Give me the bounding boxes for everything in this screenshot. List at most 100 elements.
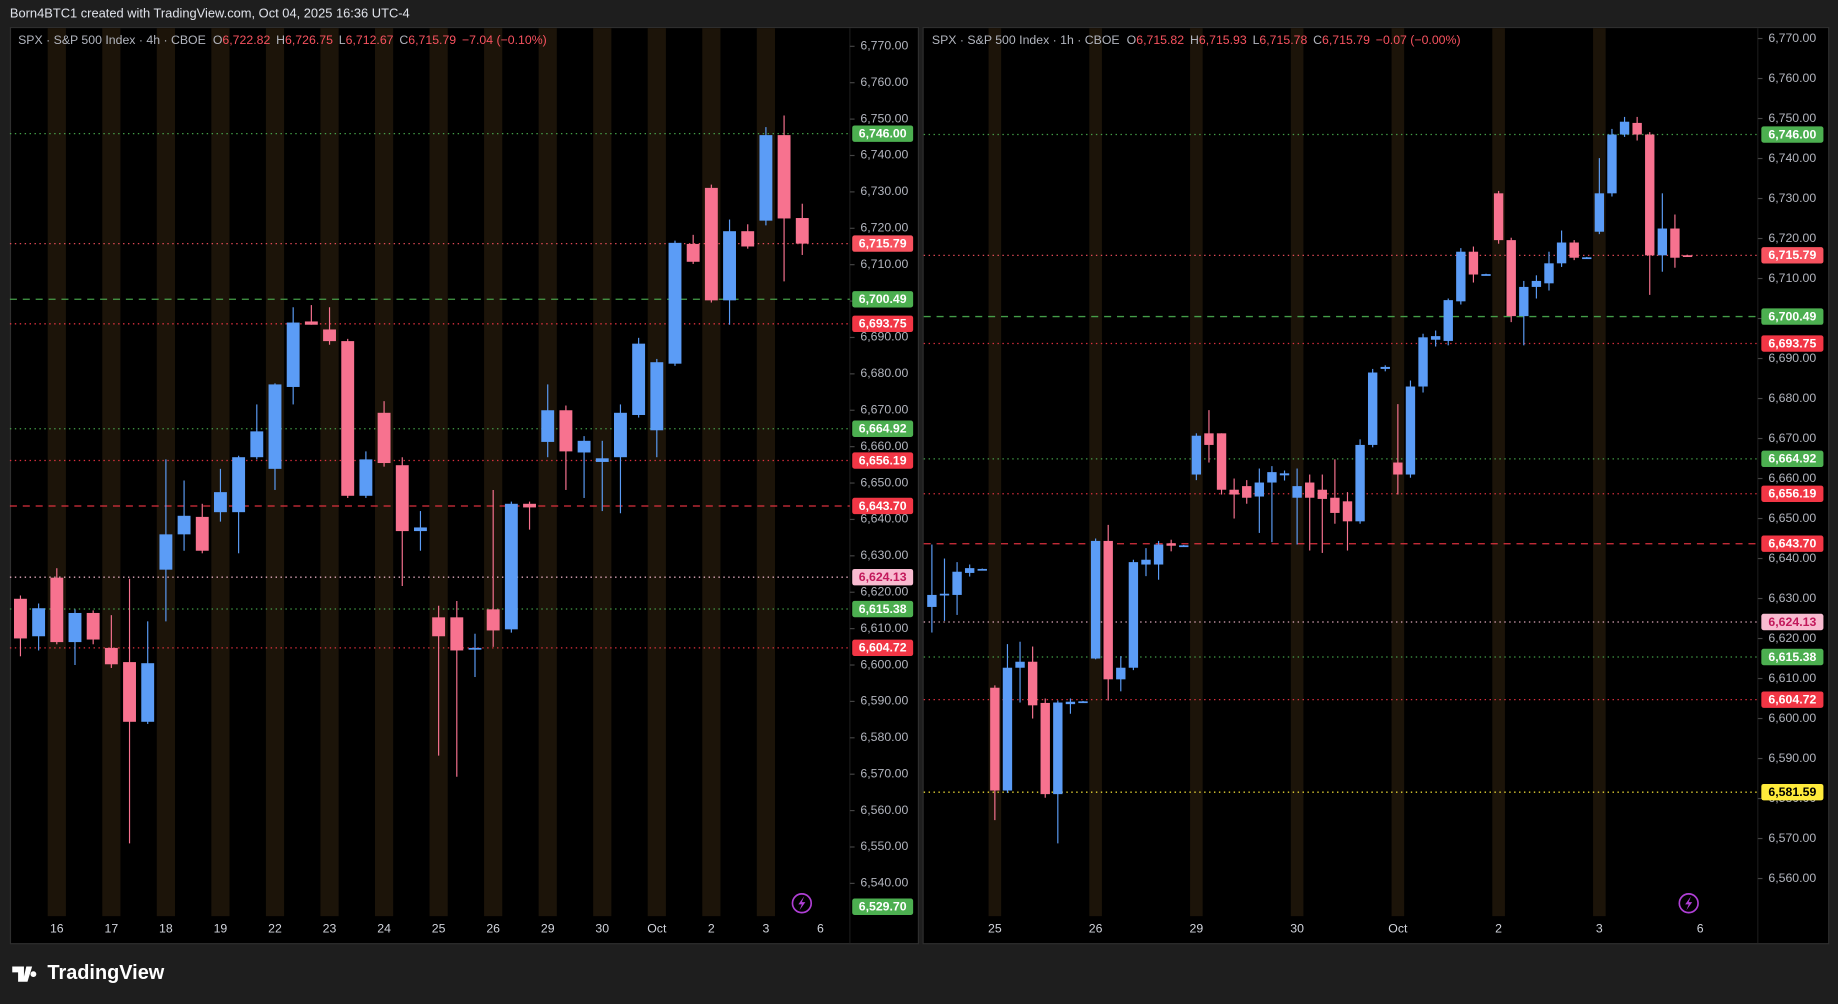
level-label-bg bbox=[852, 452, 914, 469]
x-tick-label: 17 bbox=[105, 921, 119, 935]
x-tick-label: 18 bbox=[159, 921, 173, 935]
candle-body bbox=[50, 577, 64, 643]
x-tick-label: 26 bbox=[1089, 921, 1103, 935]
session-band bbox=[320, 28, 339, 917]
session-band bbox=[102, 28, 121, 917]
level-label-bg bbox=[852, 568, 914, 586]
ohlc-key: L bbox=[339, 33, 346, 47]
candle-body bbox=[1179, 545, 1189, 548]
candle-body bbox=[1582, 257, 1592, 260]
right-pane bbox=[922, 26, 1830, 945]
charts: 6,770.00 6,760.00 6,750.00 6,740.00 6,730.00… bbox=[9, 28, 1824, 935]
candle-body bbox=[450, 617, 464, 651]
alert-icon[interactable] bbox=[1678, 893, 1699, 914]
candle-body bbox=[304, 321, 318, 325]
candle-body bbox=[195, 516, 209, 551]
candle-body bbox=[1418, 337, 1428, 387]
alert-icon[interactable] bbox=[791, 893, 813, 914]
candle-body bbox=[504, 503, 518, 630]
y-tick-label: 6,750.00 bbox=[1768, 111, 1816, 125]
candle-body bbox=[1002, 667, 1013, 791]
y-tick-label: 6,760.00 bbox=[1768, 71, 1816, 85]
session-band bbox=[47, 28, 66, 917]
level-label: 6,664.92 bbox=[1768, 452, 1816, 466]
x-tick-label: Oct bbox=[647, 921, 667, 935]
candle-body bbox=[1116, 667, 1126, 680]
candle-body bbox=[141, 663, 155, 722]
candle-body bbox=[1456, 251, 1466, 302]
candle-body bbox=[377, 412, 391, 464]
level-label: 6,715.79 bbox=[1768, 248, 1816, 262]
ohlc-value: 6,712.67 bbox=[346, 33, 394, 47]
y-tick-label: 6,610.00 bbox=[860, 621, 908, 635]
candle-body bbox=[213, 492, 227, 513]
candle-body bbox=[1153, 544, 1164, 565]
candle-body bbox=[1443, 300, 1453, 341]
y-tick-label: 6,750.00 bbox=[860, 111, 908, 125]
candle-body bbox=[359, 459, 373, 496]
y-tick-label: 6,610.00 bbox=[1768, 671, 1816, 685]
level-label: 6,604.72 bbox=[1768, 692, 1816, 706]
candle-body bbox=[1330, 497, 1340, 513]
y-tick-label: 6,690.00 bbox=[1768, 351, 1816, 365]
level-label: 6,693.75 bbox=[859, 317, 907, 331]
candle-body bbox=[341, 341, 355, 496]
y-tick-label: 6,770.00 bbox=[1768, 31, 1816, 45]
y-tick-label: 6,550.00 bbox=[860, 839, 908, 853]
x-tick-label: 23 bbox=[323, 921, 337, 935]
logo[interactable]: TradingView bbox=[12, 962, 165, 984]
x-tick-label: 6 bbox=[1697, 921, 1704, 935]
ohlc-value: 6,722.82 bbox=[222, 33, 270, 47]
candle-body bbox=[1556, 242, 1567, 264]
candle-body bbox=[741, 231, 755, 247]
candle-body bbox=[1242, 486, 1252, 498]
y-tick-label: 6,570.00 bbox=[1768, 831, 1816, 845]
level-label-bg bbox=[852, 315, 914, 333]
level-label-bg bbox=[1761, 126, 1824, 143]
x-tick-label: 25 bbox=[988, 921, 1002, 935]
candle-body bbox=[952, 571, 962, 595]
session-band bbox=[647, 28, 666, 917]
level-label-bg bbox=[1761, 247, 1824, 264]
candle-body bbox=[1279, 473, 1290, 476]
candle-body bbox=[1594, 193, 1605, 232]
y-tick-label: 6,630.00 bbox=[860, 548, 908, 562]
candle-body bbox=[486, 609, 500, 631]
session-band bbox=[484, 28, 503, 917]
candle-body bbox=[977, 568, 987, 571]
candle-body bbox=[1267, 472, 1277, 483]
candle-body bbox=[1141, 559, 1151, 565]
level-label: 6,624.13 bbox=[1768, 615, 1816, 629]
level-label: 6,615.38 bbox=[1768, 650, 1816, 664]
candle-body bbox=[1216, 433, 1227, 490]
y-tick-label: 6,570.00 bbox=[860, 766, 908, 780]
candle-body bbox=[1229, 489, 1239, 495]
level-label-bg bbox=[852, 600, 914, 618]
candle-body bbox=[323, 329, 336, 342]
x-tick-label: 24 bbox=[377, 921, 391, 935]
candle-body bbox=[777, 135, 791, 219]
candle-body bbox=[650, 362, 664, 431]
candle-body bbox=[927, 594, 937, 607]
x-tick-label: 3 bbox=[762, 921, 769, 935]
level-label-bg bbox=[852, 291, 914, 308]
candle-body bbox=[1481, 274, 1491, 276]
x-tick-label: 22 bbox=[268, 921, 282, 935]
y-tick-label: 6,710.00 bbox=[1768, 271, 1816, 285]
candle-body bbox=[668, 242, 682, 364]
x-tick-label: 30 bbox=[1290, 921, 1304, 935]
candle-body bbox=[286, 322, 300, 387]
level-label: 6,715.79 bbox=[859, 236, 907, 250]
level-label: 6,656.19 bbox=[1768, 487, 1816, 501]
x-tick-label: 16 bbox=[50, 921, 64, 935]
level-label-bg bbox=[852, 235, 914, 252]
y-tick-label: 6,560.00 bbox=[1768, 871, 1816, 885]
y-tick-label: 6,720.00 bbox=[860, 221, 908, 235]
y-tick-label: 6,710.00 bbox=[860, 257, 908, 271]
candle-body bbox=[523, 503, 536, 508]
x-tick-label: Oct bbox=[1388, 921, 1408, 935]
level-label: 6,700.49 bbox=[859, 292, 907, 306]
level-label-bg bbox=[1761, 450, 1824, 468]
level-label-bg bbox=[852, 125, 914, 142]
